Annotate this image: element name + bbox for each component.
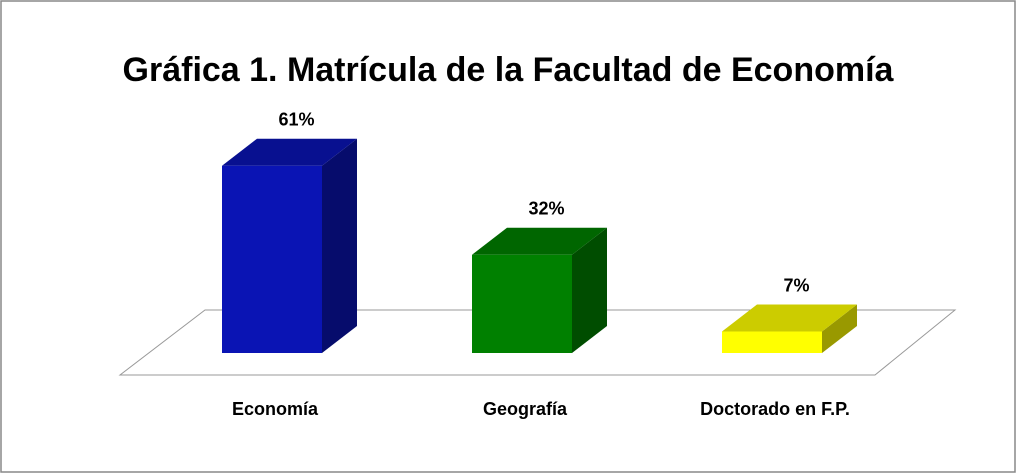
- bar: [722, 331, 822, 353]
- x-tick-label: Doctorado en F.P.: [700, 399, 850, 419]
- value-label: 32%: [528, 199, 564, 219]
- bar: [222, 165, 322, 353]
- x-tick-label: Geografía: [483, 399, 568, 419]
- bar: [472, 254, 572, 353]
- bar-side: [322, 138, 357, 353]
- bar-top: [222, 138, 357, 166]
- bar-top: [722, 304, 857, 332]
- value-label: 7%: [783, 275, 809, 295]
- bar-side: [822, 304, 857, 353]
- bar-top: [472, 227, 607, 255]
- value-label: 61%: [278, 109, 314, 129]
- chart-title: Gráfica 1. Matrícula de la Facultad de E…: [122, 51, 894, 89]
- bar-side: [572, 227, 607, 353]
- x-tick-label: Economía: [232, 399, 319, 419]
